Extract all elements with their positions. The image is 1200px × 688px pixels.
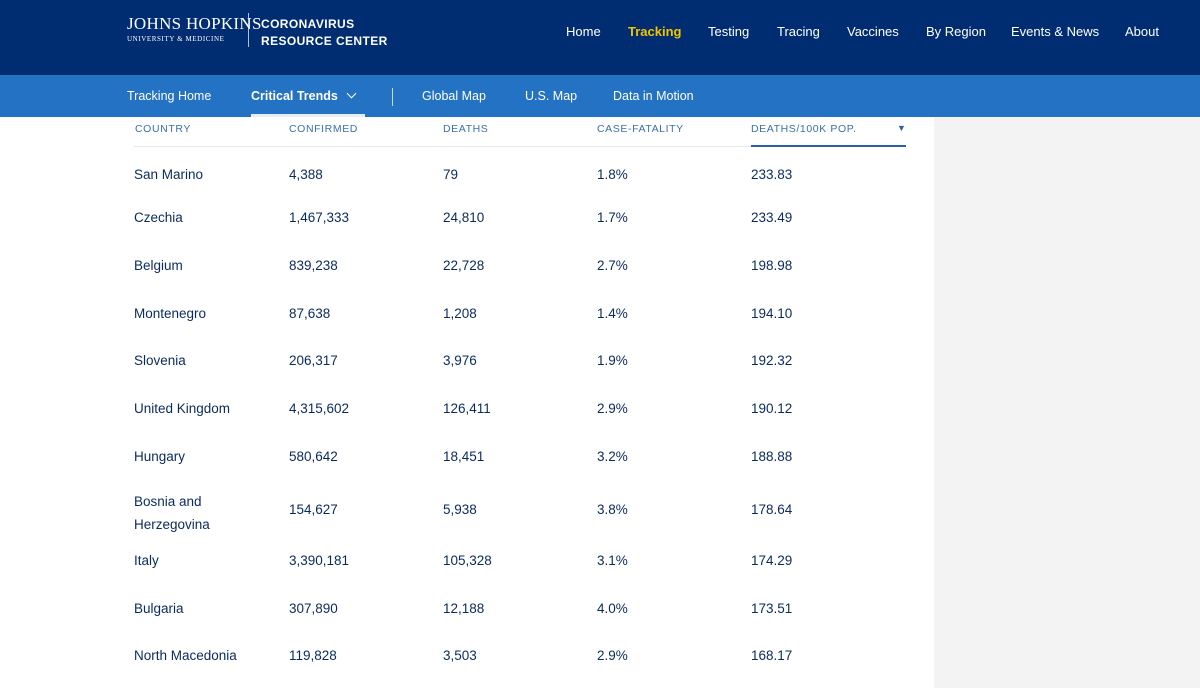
cell-confirmed: 87,638: [289, 306, 331, 321]
tracking-subnav: Tracking Home Critical Trends Global Map…: [0, 75, 1200, 117]
deaths-per-capita-table: COUNTRY CONFIRMED DEATHS CASE-FATALITY D…: [134, 117, 906, 663]
cell-confirmed: 1,467,333: [289, 210, 350, 225]
subnav-divider: [392, 88, 393, 106]
cell-country: Montenegro: [134, 306, 207, 321]
cell-case-fatality: 1.7%: [597, 210, 628, 225]
subnav-critical-trends-label: Critical Trends: [251, 89, 338, 103]
cell-case-fatality: 1.9%: [597, 353, 628, 368]
cell-case-fatality: 4.0%: [597, 601, 628, 616]
cell-country: North Macedonia: [134, 648, 237, 663]
cell-deaths-per-100k: 198.98: [751, 258, 793, 273]
cell-confirmed: 119,828: [289, 648, 337, 663]
nav-events-news[interactable]: Events & News: [1011, 24, 1100, 39]
cell-country: Bulgaria: [134, 601, 184, 616]
cell-case-fatality: 1.4%: [597, 306, 628, 321]
cell-deaths-per-100k: 233.49: [751, 210, 793, 225]
nav-vaccines[interactable]: Vaccines: [847, 24, 899, 39]
cell-country: Italy: [134, 553, 159, 568]
cell-confirmed: 580,642: [289, 449, 338, 464]
column-header-deaths-per-100k-label: DEATHS/100K POP.: [751, 123, 857, 135]
cell-country: San Marino: [134, 167, 204, 182]
cell-country: Slovenia: [134, 353, 186, 368]
cell-country: Bosnia and Herzegovina: [134, 494, 210, 532]
site-title-line2: RESOURCE CENTER: [261, 34, 388, 48]
logo-wordmark: JOHNS HOPKINS: [127, 14, 262, 33]
jhu-logo[interactable]: JOHNS HOPKINS UNIVERSITY & MEDICINE: [127, 15, 262, 44]
cell-confirmed: 839,238: [289, 258, 338, 273]
logo-subtitle: UNIVERSITY & MEDICINE: [127, 35, 225, 43]
cell-confirmed: 4,388: [289, 167, 323, 182]
cell-deaths: 1,208: [443, 306, 477, 321]
cell-deaths: 126,411: [443, 401, 491, 416]
cell-deaths-per-100k: 168.17: [751, 648, 793, 663]
cell-deaths-per-100k: 192.32: [751, 353, 793, 368]
cell-deaths-per-100k: 190.12: [751, 401, 793, 416]
cell-confirmed: 3,390,181: [289, 553, 350, 568]
cell-case-fatality: 2.7%: [597, 258, 628, 273]
cell-confirmed: 307,890: [289, 601, 338, 616]
cell-case-fatality: 3.1%: [597, 553, 628, 568]
table-header: COUNTRY CONFIRMED DEATHS CASE-FATALITY D…: [134, 117, 906, 147]
cell-confirmed: 206,317: [289, 353, 338, 368]
cell-deaths: 12,188: [443, 601, 485, 616]
nav-tracing[interactable]: Tracing: [777, 24, 820, 39]
cell-deaths: 105,328: [443, 553, 492, 568]
cell-deaths-per-100k: 174.29: [751, 553, 793, 568]
site-title[interactable]: CORONAVIRUS RESOURCE CENTER: [261, 16, 388, 50]
nav-by-region[interactable]: By Region: [926, 24, 986, 39]
cell-deaths-per-100k: 188.88: [751, 449, 793, 464]
cell-confirmed: 4,315,602: [289, 401, 350, 416]
cell-deaths: 22,728: [443, 258, 485, 273]
side-panel: [934, 117, 1200, 688]
triangle-down-icon[interactable]: ▼: [897, 123, 907, 133]
cell-country: Belgium: [134, 258, 183, 273]
subnav-us-map[interactable]: U.S. Map: [525, 89, 578, 103]
cell-deaths-per-100k: 233.83: [751, 167, 793, 182]
subnav-data-in-motion[interactable]: Data in Motion: [613, 89, 694, 103]
column-header-deaths[interactable]: DEATHS: [443, 123, 489, 135]
chevron-down-icon: [346, 88, 357, 99]
nav-tracking[interactable]: Tracking: [628, 24, 682, 39]
site-title-line1: CORONAVIRUS: [261, 17, 355, 31]
subnav-tracking-home[interactable]: Tracking Home: [127, 89, 212, 103]
cell-confirmed: 154,627: [289, 502, 338, 517]
logo-divider: [248, 13, 249, 47]
cell-case-fatality: 3.2%: [597, 449, 628, 464]
cell-country: United Kingdom: [134, 401, 231, 416]
column-header-country[interactable]: COUNTRY: [135, 123, 191, 135]
site-header: JOHNS HOPKINS UNIVERSITY & MEDICINE CORO…: [0, 0, 1200, 75]
cell-case-fatality: 2.9%: [597, 648, 628, 663]
cell-deaths: 18,451: [443, 449, 485, 464]
cell-deaths-per-100k: 178.64: [751, 502, 793, 517]
main-nav: Home Tracking Testing Tracing Vaccines B…: [0, 24, 1200, 40]
cell-deaths: 79: [443, 167, 459, 182]
column-header-deaths-per-100k[interactable]: DEATHS/100K POP. ▼: [751, 123, 906, 147]
column-header-case-fatality[interactable]: CASE-FATALITY: [597, 123, 684, 135]
cell-deaths: 3,503: [443, 648, 477, 663]
cell-deaths-per-100k: 173.51: [751, 601, 793, 616]
cell-deaths: 24,810: [443, 210, 485, 225]
cell-deaths: 3,976: [443, 353, 477, 368]
cell-case-fatality: 2.9%: [597, 401, 628, 416]
active-subnav-indicator: [251, 114, 365, 117]
column-header-confirmed[interactable]: CONFIRMED: [289, 123, 358, 135]
subnav-critical-trends[interactable]: Critical Trends: [251, 88, 357, 103]
cell-case-fatality: 1.8%: [597, 167, 628, 182]
nav-testing[interactable]: Testing: [708, 24, 750, 39]
subnav-global-map[interactable]: Global Map: [422, 89, 486, 103]
cell-deaths: 5,938: [443, 502, 477, 517]
nav-home[interactable]: Home: [566, 24, 601, 39]
cell-case-fatality: 3.8%: [597, 502, 628, 517]
nav-about[interactable]: About: [1125, 24, 1159, 39]
cell-deaths-per-100k: 194.10: [751, 306, 793, 321]
cell-country: Czechia: [134, 210, 183, 225]
cell-country: Hungary: [134, 449, 186, 464]
